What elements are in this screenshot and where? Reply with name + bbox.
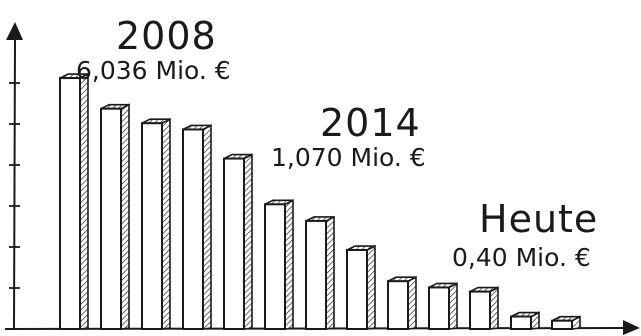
bar-front xyxy=(59,77,81,330)
y-axis-line xyxy=(13,37,16,330)
bar-front xyxy=(264,203,286,331)
bar-front xyxy=(387,280,409,331)
bar xyxy=(428,282,458,330)
bar-front xyxy=(100,107,122,330)
bar-front xyxy=(469,290,491,331)
annotation-amount-2014: 1,070 Mio. € xyxy=(271,143,426,172)
bar-front xyxy=(223,157,245,330)
bar xyxy=(223,153,253,330)
annotation-amount-2008: 6,036 Mio. € xyxy=(76,56,231,85)
bar-side xyxy=(243,153,253,330)
bar-front xyxy=(551,319,573,330)
bar xyxy=(141,117,171,330)
bar-side xyxy=(325,215,335,330)
bar xyxy=(551,315,581,330)
bar-front xyxy=(141,122,163,330)
bar-side xyxy=(161,117,171,330)
bar xyxy=(182,124,212,330)
annotations: 2008 6,036 Mio. € 2014 1,070 Mio. € Heut… xyxy=(76,14,598,272)
bar-side xyxy=(79,72,89,330)
x-axis-arrow xyxy=(623,320,640,335)
bar-side xyxy=(407,275,417,330)
bar-front xyxy=(428,286,450,330)
bar xyxy=(387,275,417,331)
bar xyxy=(264,198,294,331)
bar-side xyxy=(284,198,294,330)
bar xyxy=(59,72,89,330)
bar-side xyxy=(202,124,212,330)
bar-front xyxy=(510,315,532,330)
bar xyxy=(510,311,540,330)
bar xyxy=(305,215,335,331)
bar-side xyxy=(489,286,499,330)
bar-front xyxy=(182,128,204,330)
bars xyxy=(59,72,581,331)
bar xyxy=(469,286,499,331)
bar-side xyxy=(366,244,376,330)
bar-side xyxy=(448,282,458,330)
annotation-year-heute: Heute xyxy=(479,197,598,241)
annotation-year-2014: 2014 xyxy=(320,101,421,145)
y-axis-arrow xyxy=(6,22,23,40)
bar-front xyxy=(305,219,327,331)
bar-front xyxy=(346,249,368,330)
annotation-year-2008: 2008 xyxy=(116,14,217,58)
bar xyxy=(100,103,130,330)
bar xyxy=(346,244,376,330)
y-axis-ticks xyxy=(9,82,20,289)
annotation-amount-heute: 0,40 Mio. € xyxy=(452,243,591,272)
bar-side xyxy=(120,103,130,330)
